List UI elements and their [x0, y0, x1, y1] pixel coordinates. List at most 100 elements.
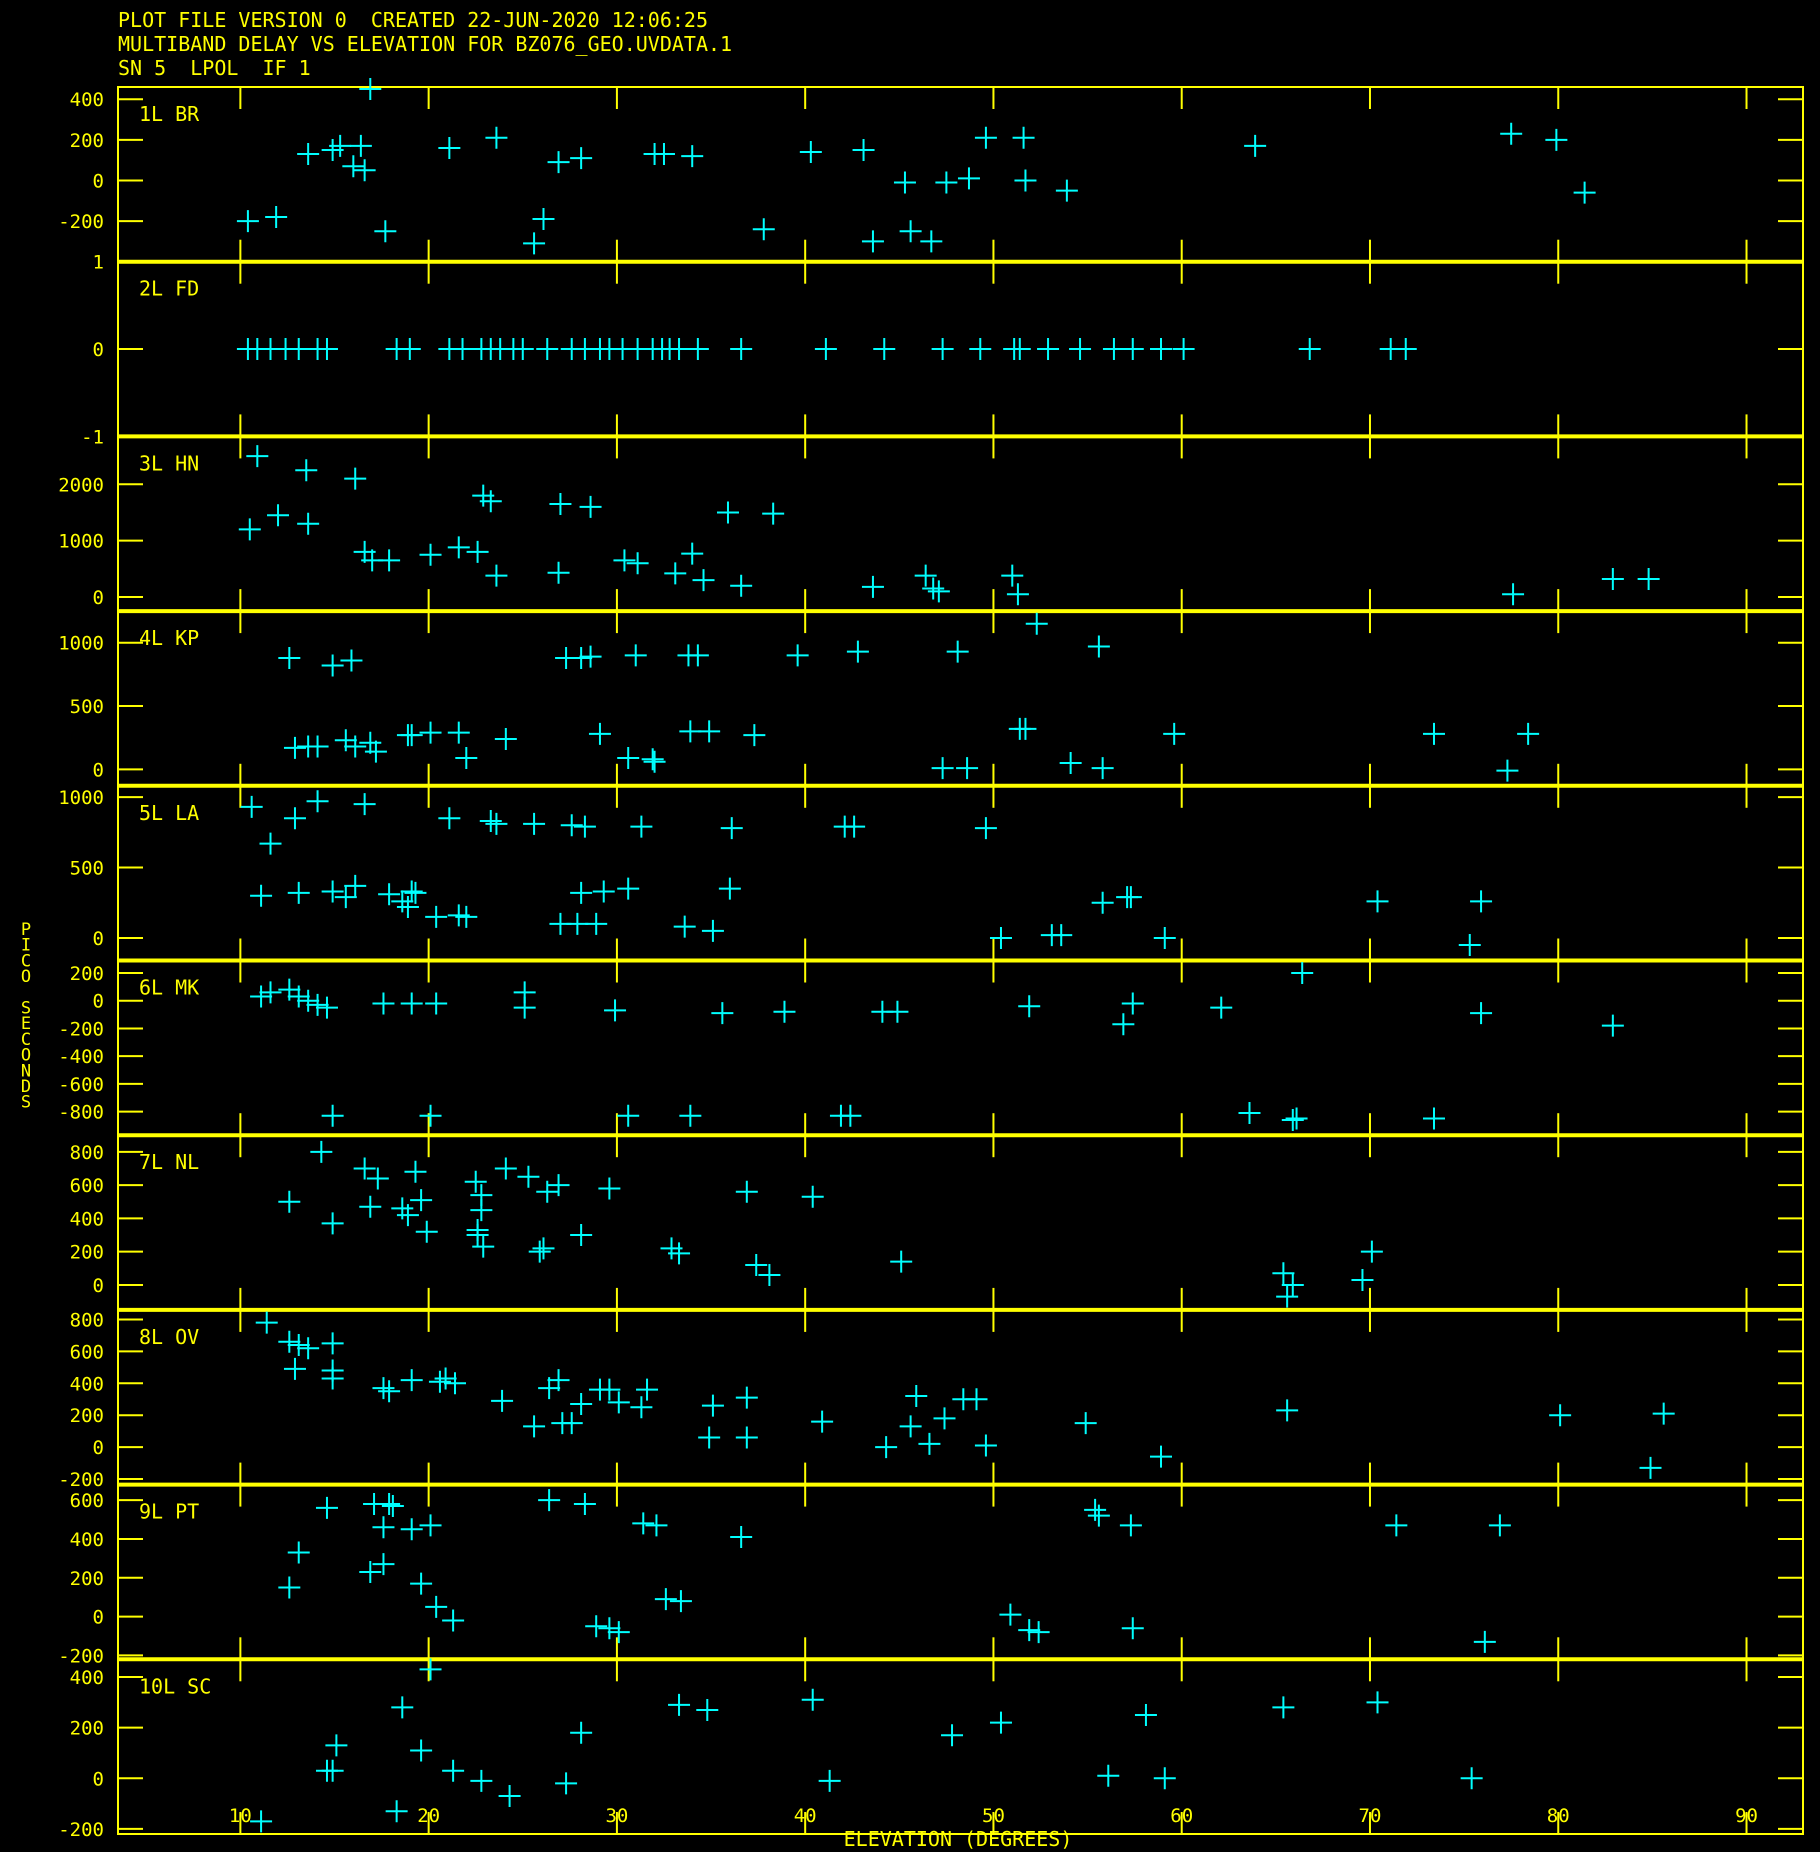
data-point: [643, 750, 666, 773]
x-tick-label: 70: [1359, 1805, 1382, 1827]
panel-8: -200 0 200 400 600 800 8L OV: [58, 1307, 1803, 1491]
data-point: [287, 1541, 310, 1564]
data-point: [442, 1759, 465, 1782]
data-point: [297, 1337, 320, 1360]
data-point: [278, 1330, 301, 1353]
data-point: [1087, 635, 1110, 658]
data-point: [334, 729, 357, 752]
data-point: [1153, 926, 1176, 949]
data-point: [344, 467, 367, 490]
data-point: [536, 338, 559, 361]
data-point: [743, 724, 766, 747]
data-point: [315, 338, 338, 361]
data-point: [287, 338, 310, 361]
data-point: [353, 1157, 376, 1180]
data-point: [1018, 1619, 1041, 1642]
data-point: [974, 126, 997, 149]
panel-7: 0 200 400 600 800 7L NL: [70, 1133, 1803, 1310]
data-point: [1084, 1498, 1107, 1521]
data-point: [861, 230, 884, 253]
header-line-2: MULTIBAND DELAY VS ELEVATION FOR BZ076_G…: [118, 32, 732, 56]
data-point: [852, 138, 875, 161]
data-point: [560, 814, 583, 837]
data-point: [283, 1357, 306, 1380]
data-point: [1637, 567, 1660, 590]
data-point: [1102, 338, 1125, 361]
data-point: [238, 518, 261, 541]
panel-4: 0 500 1000 4L KP: [58, 609, 1803, 786]
data-point: [325, 1734, 348, 1757]
data-point: [941, 1724, 964, 1747]
y-axis-label-char: S: [21, 1093, 31, 1113]
data-point: [306, 993, 329, 1016]
data-point: [265, 206, 288, 229]
data-point: [686, 644, 709, 667]
data-point: [378, 1380, 401, 1403]
panel-label: 3L HN: [139, 451, 199, 475]
data-point: [1422, 722, 1445, 745]
data-point: [607, 1621, 630, 1644]
data-point: [1050, 924, 1073, 947]
data-point: [604, 999, 627, 1022]
panel-2: -1 0 1 2L FD: [81, 252, 1803, 448]
data-point: [1285, 1107, 1308, 1130]
data-point: [310, 1140, 333, 1163]
data-point: [278, 1190, 301, 1213]
data-point: [321, 1759, 344, 1782]
data-point: [398, 338, 421, 361]
data-point: [843, 815, 866, 838]
data-point: [321, 654, 344, 677]
data-point: [425, 905, 448, 928]
data-point: [1014, 717, 1037, 740]
data-point: [786, 644, 809, 667]
data-point: [410, 1189, 433, 1212]
data-point: [974, 817, 997, 840]
data-point: [875, 1436, 898, 1459]
data-point: [579, 645, 602, 668]
data-point: [287, 881, 310, 904]
x-tick-label: 10: [229, 1805, 252, 1827]
data-point: [447, 721, 470, 744]
data-point: [344, 735, 367, 758]
data-point: [1470, 890, 1493, 913]
x-tick-label: 20: [417, 1805, 440, 1827]
data-point: [613, 549, 636, 572]
panel-5: 0 500 1000 5L LA: [58, 783, 1803, 961]
y-tick-label: 400: [70, 1208, 104, 1230]
data-point: [517, 1165, 540, 1188]
data-point: [359, 1560, 382, 1583]
data-point: [946, 640, 969, 663]
data-point: [899, 220, 922, 243]
data-point: [730, 338, 753, 361]
data-point: [1091, 891, 1114, 914]
header-line-3: SN 5 LPOL IF 1: [118, 56, 311, 80]
x-tick-label: 80: [1547, 1805, 1570, 1827]
data-point: [400, 992, 423, 1015]
data-point: [438, 807, 461, 830]
data-point: [438, 136, 461, 159]
data-point: [1549, 1404, 1572, 1427]
data-point: [1470, 1002, 1493, 1025]
y-tick-label: 0: [93, 991, 104, 1013]
data-point: [1121, 1617, 1144, 1640]
y-tick-label: 200: [70, 1405, 104, 1427]
data-point: [470, 1769, 493, 1792]
data-point: [1119, 1514, 1142, 1537]
data-point: [1112, 1013, 1135, 1036]
data-point: [681, 145, 704, 168]
data-point: [1210, 996, 1233, 1019]
data-point: [1639, 1456, 1662, 1479]
data-point: [1012, 126, 1035, 149]
data-point: [762, 502, 785, 525]
x-tick-label: 50: [982, 1805, 1005, 1827]
y-tick-label: 600: [70, 1490, 104, 1512]
data-point: [956, 757, 979, 780]
data-point: [965, 1388, 988, 1411]
data-point: [523, 812, 546, 835]
data-point: [466, 1219, 489, 1242]
y-tick-label: 0: [93, 339, 104, 361]
data-point: [701, 919, 724, 942]
data-point: [632, 1512, 655, 1535]
data-point: [957, 167, 980, 190]
panel-label: 1L BR: [139, 102, 200, 126]
